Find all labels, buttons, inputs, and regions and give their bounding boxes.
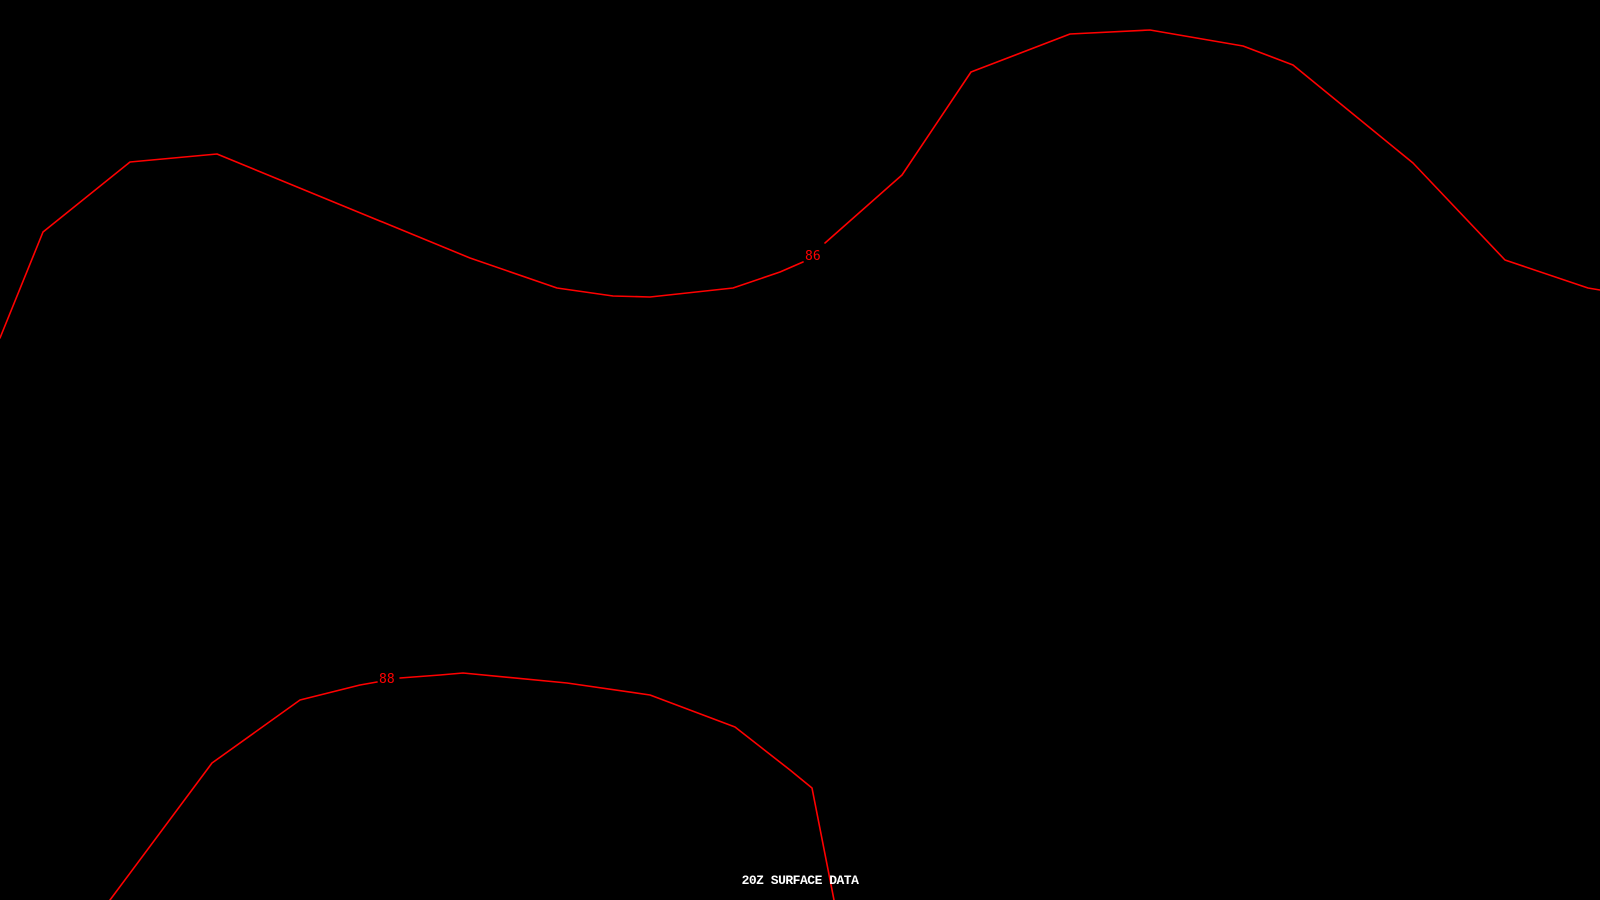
contour-label-86: 86	[805, 249, 821, 264]
contour-line-86-seg2	[824, 29, 1600, 291]
contour-line-88-seg2	[399, 672, 835, 900]
contour-line-86-seg1	[0, 153, 804, 339]
status-bar-text: 20Z SURFACE DATA	[741, 873, 859, 888]
contour-line-88-seg1	[109, 681, 378, 900]
contour-label-88: 88	[379, 672, 395, 687]
